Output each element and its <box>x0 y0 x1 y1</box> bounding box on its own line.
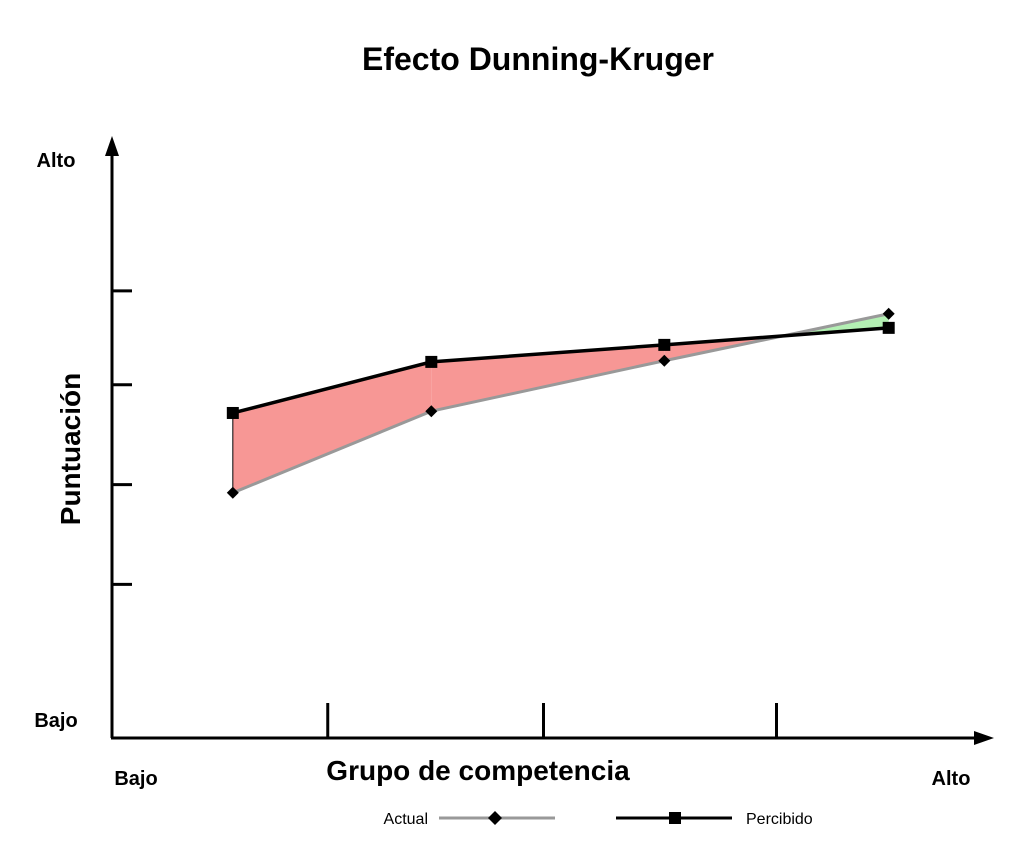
x-axis-label: Grupo de competencia <box>326 755 630 786</box>
legend-diamond-icon <box>488 811 502 825</box>
data-point-percibido <box>882 321 895 334</box>
series-line-percibido <box>232 326 889 415</box>
x-low-label: Bajo <box>114 768 157 790</box>
data-point-percibido <box>658 338 671 351</box>
y-low-label: Bajo <box>34 710 77 732</box>
legend-label-percibido: Percibido <box>746 811 813 828</box>
y-axis-label: Puntuación <box>55 373 86 525</box>
overestimation-area <box>232 361 432 493</box>
y-axis-arrow <box>105 136 119 156</box>
x-axis-arrow <box>974 731 994 745</box>
overestimation-area <box>431 344 665 412</box>
data-point-percibido <box>226 406 239 419</box>
legend-label-actual: Actual <box>384 811 428 828</box>
data-point-percibido <box>425 355 438 368</box>
chart-title: Efecto Dunning-Kruger <box>362 41 714 77</box>
legend: Actual Percibido <box>384 811 813 828</box>
data-point-actual <box>226 486 239 499</box>
data-point-actual <box>882 307 895 320</box>
legend-square-icon <box>669 812 681 824</box>
data-point-actual <box>658 354 671 367</box>
x-high-label: Alto <box>932 768 971 790</box>
y-high-label: Alto <box>37 150 76 172</box>
data-point-actual <box>425 405 438 418</box>
